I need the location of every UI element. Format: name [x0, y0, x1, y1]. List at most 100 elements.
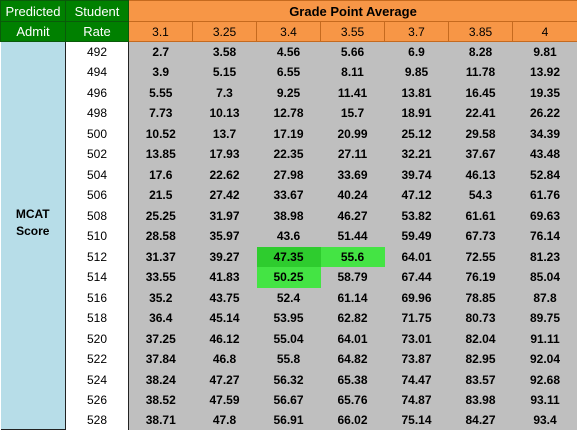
- probability-cell[interactable]: 47.8: [193, 410, 257, 430]
- probability-cell[interactable]: 47.59: [193, 390, 257, 410]
- probability-cell[interactable]: 82.04: [449, 329, 513, 349]
- probability-cell[interactable]: 81.23: [513, 247, 577, 267]
- probability-cell[interactable]: 25.25: [129, 206, 193, 226]
- probability-cell[interactable]: 58.79: [321, 267, 385, 288]
- probability-cell[interactable]: 27.98: [257, 165, 321, 185]
- mcat-value[interactable]: 514: [66, 267, 129, 288]
- rate-header[interactable]: Rate: [66, 22, 129, 42]
- predicted-header[interactable]: Predicted: [1, 1, 66, 22]
- probability-cell[interactable]: 46.12: [193, 329, 257, 349]
- probability-cell[interactable]: 8.11: [321, 62, 385, 83]
- probability-cell[interactable]: 31.97: [193, 206, 257, 226]
- probability-cell[interactable]: 2.7: [129, 42, 193, 62]
- probability-cell[interactable]: 13.85: [129, 144, 193, 165]
- probability-cell[interactable]: 25.12: [385, 124, 449, 144]
- probability-cell[interactable]: 43.6: [257, 226, 321, 247]
- probability-cell[interactable]: 13.92: [513, 62, 577, 83]
- probability-cell[interactable]: 65.38: [321, 370, 385, 390]
- probability-cell[interactable]: 53.95: [257, 308, 321, 329]
- probability-cell[interactable]: 74.87: [385, 390, 449, 410]
- probability-cell[interactable]: 93.4: [513, 410, 577, 430]
- probability-cell[interactable]: 82.95: [449, 349, 513, 370]
- mcat-value[interactable]: 528: [66, 410, 129, 430]
- probability-cell[interactable]: 19.35: [513, 83, 577, 103]
- mcat-value[interactable]: 492: [66, 42, 129, 62]
- probability-cell[interactable]: 46.8: [193, 349, 257, 370]
- probability-cell[interactable]: 71.75: [385, 308, 449, 329]
- probability-cell[interactable]: 27.11: [321, 144, 385, 165]
- probability-cell[interactable]: 41.83: [193, 267, 257, 288]
- probability-cell[interactable]: 46.13: [449, 165, 513, 185]
- probability-cell[interactable]: 36.4: [129, 308, 193, 329]
- probability-cell[interactable]: 54.3: [449, 185, 513, 206]
- probability-cell[interactable]: 9.25: [257, 83, 321, 103]
- probability-cell[interactable]: 12.78: [257, 103, 321, 124]
- mcat-value[interactable]: 512: [66, 247, 129, 267]
- mcat-value[interactable]: 496: [66, 83, 129, 103]
- probability-cell[interactable]: 35.97: [193, 226, 257, 247]
- admit-header[interactable]: Admit: [1, 22, 66, 42]
- probability-cell[interactable]: 47.35: [257, 247, 321, 267]
- probability-cell[interactable]: 3.58: [193, 42, 257, 62]
- probability-cell[interactable]: 17.6: [129, 165, 193, 185]
- probability-cell[interactable]: 59.49: [385, 226, 449, 247]
- probability-cell[interactable]: 64.82: [321, 349, 385, 370]
- mcat-value[interactable]: 522: [66, 349, 129, 370]
- mcat-value[interactable]: 494: [66, 62, 129, 83]
- probability-cell[interactable]: 13.81: [385, 83, 449, 103]
- probability-cell[interactable]: 17.19: [257, 124, 321, 144]
- probability-cell[interactable]: 38.24: [129, 370, 193, 390]
- probability-cell[interactable]: 61.76: [513, 185, 577, 206]
- probability-cell[interactable]: 8.28: [449, 42, 513, 62]
- gpa-column-header[interactable]: 3.4: [257, 22, 321, 42]
- probability-cell[interactable]: 76.19: [449, 267, 513, 288]
- probability-cell[interactable]: 21.5: [129, 185, 193, 206]
- gpa-column-header[interactable]: 3.85: [449, 22, 513, 42]
- probability-cell[interactable]: 93.11: [513, 390, 577, 410]
- probability-cell[interactable]: 56.67: [257, 390, 321, 410]
- probability-cell[interactable]: 27.42: [193, 185, 257, 206]
- probability-cell[interactable]: 34.39: [513, 124, 577, 144]
- probability-cell[interactable]: 67.73: [449, 226, 513, 247]
- probability-cell[interactable]: 22.41: [449, 103, 513, 124]
- probability-cell[interactable]: 29.58: [449, 124, 513, 144]
- gpa-column-header[interactable]: 4: [513, 22, 577, 42]
- probability-cell[interactable]: 10.52: [129, 124, 193, 144]
- probability-cell[interactable]: 22.62: [193, 165, 257, 185]
- probability-cell[interactable]: 39.74: [385, 165, 449, 185]
- probability-cell[interactable]: 92.04: [513, 349, 577, 370]
- probability-cell[interactable]: 78.85: [449, 288, 513, 308]
- probability-cell[interactable]: 83.98: [449, 390, 513, 410]
- probability-cell[interactable]: 32.21: [385, 144, 449, 165]
- probability-cell[interactable]: 26.22: [513, 103, 577, 124]
- mcat-value[interactable]: 498: [66, 103, 129, 124]
- probability-cell[interactable]: 84.27: [449, 410, 513, 430]
- mcat-value[interactable]: 508: [66, 206, 129, 226]
- probability-cell[interactable]: 52.84: [513, 165, 577, 185]
- mcat-value[interactable]: 510: [66, 226, 129, 247]
- probability-cell[interactable]: 38.71: [129, 410, 193, 430]
- probability-cell[interactable]: 62.82: [321, 308, 385, 329]
- probability-cell[interactable]: 72.55: [449, 247, 513, 267]
- gpa-column-header[interactable]: 3.1: [129, 22, 193, 42]
- probability-cell[interactable]: 52.4: [257, 288, 321, 308]
- mcat-value[interactable]: 500: [66, 124, 129, 144]
- probability-cell[interactable]: 37.25: [129, 329, 193, 349]
- mcat-value[interactable]: 520: [66, 329, 129, 349]
- probability-cell[interactable]: 55.04: [257, 329, 321, 349]
- probability-cell[interactable]: 7.73: [129, 103, 193, 124]
- probability-cell[interactable]: 75.14: [385, 410, 449, 430]
- probability-cell[interactable]: 65.76: [321, 390, 385, 410]
- probability-cell[interactable]: 45.14: [193, 308, 257, 329]
- probability-cell[interactable]: 61.61: [449, 206, 513, 226]
- gpa-column-header[interactable]: 3.7: [385, 22, 449, 42]
- probability-cell[interactable]: 64.01: [321, 329, 385, 349]
- probability-cell[interactable]: 69.96: [385, 288, 449, 308]
- probability-cell[interactable]: 40.24: [321, 185, 385, 206]
- mcat-value[interactable]: 504: [66, 165, 129, 185]
- mcat-value[interactable]: 518: [66, 308, 129, 329]
- mcat-value[interactable]: 502: [66, 144, 129, 165]
- mcat-value[interactable]: 524: [66, 370, 129, 390]
- probability-cell[interactable]: 17.93: [193, 144, 257, 165]
